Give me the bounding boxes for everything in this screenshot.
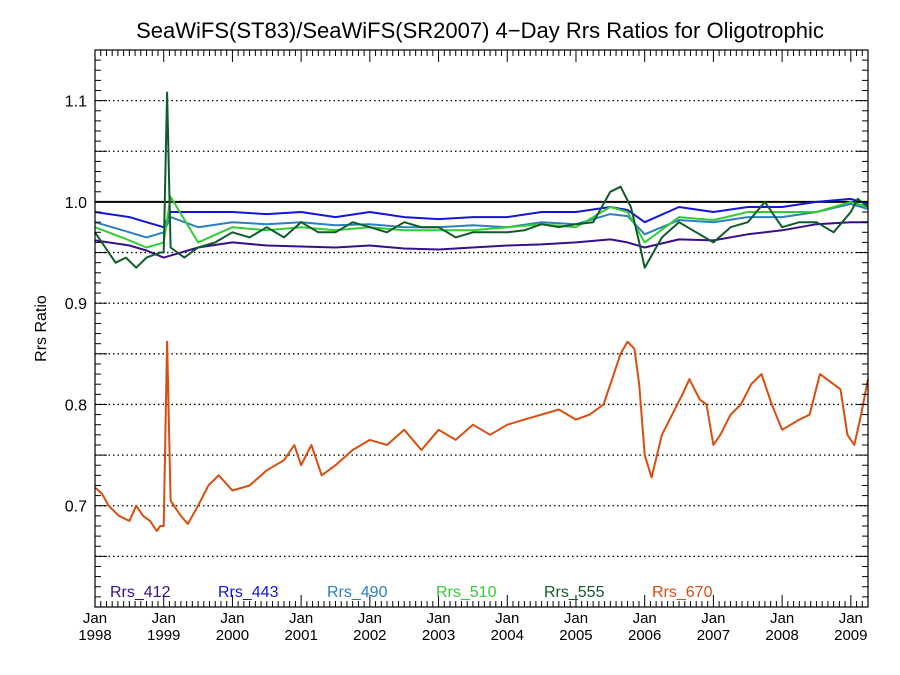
x-tick-year-label: 2007: [697, 627, 730, 644]
x-tick-month-label: Jan: [220, 610, 244, 627]
x-tick-month-label: Jan: [426, 610, 450, 627]
x-tick-month-label: Jan: [564, 610, 588, 627]
x-tick-month-label: Jan: [495, 610, 519, 627]
x-tick-year-label: 2004: [491, 627, 524, 644]
x-tick-month-label: Jan: [701, 610, 725, 627]
x-tick-year-label: 2005: [559, 627, 592, 644]
y-tick-label: 0.8: [65, 397, 87, 414]
y-tick-label: 1.0: [65, 195, 87, 212]
x-tick-year-label: 2008: [765, 627, 798, 644]
x-tick-month-label: Jan: [83, 610, 107, 627]
x-tick-year-label: 1999: [147, 627, 180, 644]
legend-item-rrs-490: Rrs_490: [327, 584, 388, 601]
y-tick-label: 1.1: [65, 94, 87, 111]
grid-lines: [95, 99, 868, 558]
legend-item-rrs-443: Rrs_443: [218, 584, 279, 601]
x-tick-month-label: Jan: [839, 610, 863, 627]
x-tick-year-label: 2002: [353, 627, 386, 644]
series-line-rrs-555: [94, 91, 869, 269]
x-tick-year-label: 2001: [284, 627, 317, 644]
series-line-rrs-490: [94, 202, 869, 239]
x-tick-month-label: Jan: [633, 610, 657, 627]
chart-title: SeaWiFS(ST83)/SeaWiFS(SR2007) 4−Day Rrs …: [136, 18, 824, 43]
series-line-rrs-510: [94, 195, 869, 249]
legend-item-rrs-510: Rrs_510: [436, 584, 497, 601]
y-tick-labels: 0.7 0.8 0.9 1.0 1.1: [65, 94, 87, 516]
legend-item-rrs-412: Rrs_412: [110, 584, 171, 601]
legend: Rrs_412 Rrs_443 Rrs_490 Rrs_510 Rrs_555 Rrs_6…: [110, 584, 713, 601]
y-tick-label: 0.9: [65, 296, 87, 313]
axes: [94, 49, 869, 608]
x-tick-year-label: 2006: [628, 627, 661, 644]
x-tick-labels: Jan1998Jan1999Jan2000Jan2001Jan2002Jan20…: [78, 610, 867, 644]
x-tick-month-label: Jan: [358, 610, 382, 627]
x-tick-month-label: Jan: [289, 610, 313, 627]
x-tick-month-label: Jan: [152, 610, 176, 627]
series-line-rrs-443: [94, 197, 869, 229]
plot-frame: [94, 49, 869, 608]
x-tick-year-label: 1998: [78, 627, 111, 644]
series-line-rrs-670: [94, 340, 869, 532]
series-group: [94, 91, 869, 532]
x-tick-year-label: 2009: [834, 627, 867, 644]
y-axis-label: Rrs Ratio: [33, 295, 50, 362]
x-tick-year-label: 2003: [422, 627, 455, 644]
x-tick-year-label: 2000: [216, 627, 249, 644]
x-tick-month-label: Jan: [770, 610, 794, 627]
legend-item-rrs-670: Rrs_670: [652, 584, 713, 601]
legend-item-rrs-555: Rrs_555: [544, 584, 605, 601]
y-tick-label: 0.7: [65, 499, 87, 516]
